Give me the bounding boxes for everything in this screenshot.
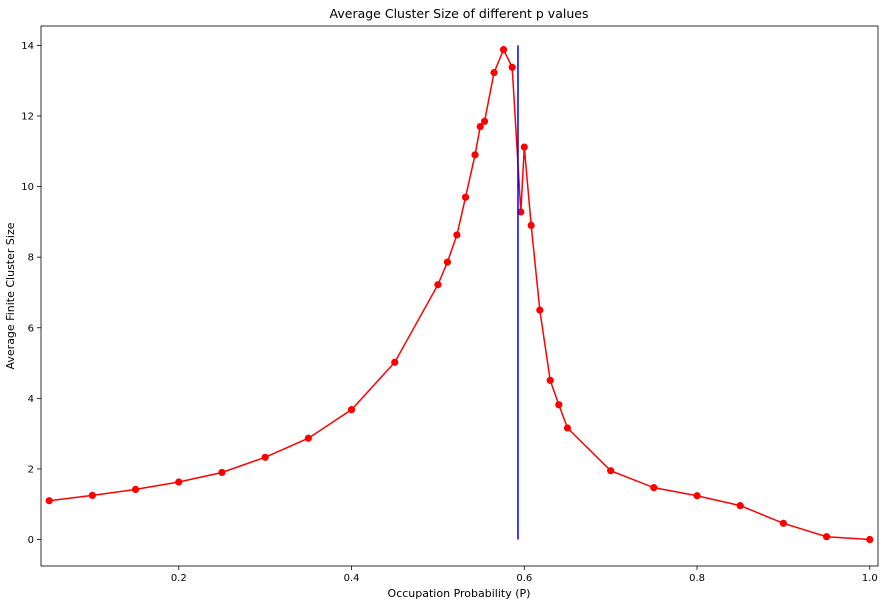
data-point: [508, 63, 516, 71]
x-tick-label: 0.8: [689, 573, 705, 584]
y-axis-label: Average Finite Cluster Size: [4, 222, 17, 369]
data-point: [261, 453, 269, 461]
plot-frame: [40, 25, 879, 567]
data-point: [443, 258, 452, 266]
x-tick-label: 0.6: [516, 573, 532, 584]
y-tick-label: 12: [21, 112, 34, 123]
data-point: [453, 231, 461, 239]
y-tick-label: 14: [21, 41, 34, 52]
data-point: [347, 406, 356, 414]
x-tick-label: 1.0: [862, 573, 878, 584]
data-point: [520, 143, 528, 151]
x-tick-label: 0.4: [344, 573, 360, 584]
y-tick-label: 2: [28, 464, 34, 475]
series-layer: [45, 45, 874, 544]
data-point: [823, 533, 831, 541]
data-point: [480, 117, 489, 125]
data-point: [517, 208, 525, 216]
x-axis-label: Occupation Probability (P): [388, 587, 531, 600]
data-point: [693, 492, 701, 500]
y-tick-label: 6: [28, 323, 34, 334]
data-point: [131, 485, 140, 494]
y-tick-label: 10: [21, 182, 34, 193]
data-point: [304, 434, 312, 442]
data-point: [88, 491, 96, 500]
y-tick-label: 0: [28, 535, 34, 546]
chart-title: Average Cluster Size of different p valu…: [330, 6, 589, 21]
data-point: [607, 467, 615, 475]
series-line: [49, 47, 870, 541]
data-point: [527, 221, 535, 230]
x-tick-label: 0.2: [171, 573, 187, 584]
data-point: [499, 46, 508, 54]
data-point: [546, 376, 554, 384]
data-point: [471, 151, 479, 159]
data-point: [45, 497, 53, 505]
data-point: [563, 424, 572, 432]
data-point: [391, 358, 399, 366]
data-point: [650, 484, 658, 492]
y-axis-ticks: 0 2 4 6 8 10 12 14: [21, 41, 41, 546]
data-point: [536, 306, 544, 314]
data-point: [434, 281, 442, 289]
data-point: [175, 478, 183, 486]
data-point: [218, 468, 226, 477]
x-axis-ticks: 0.2 0.4 0.6 0.8 1.0: [171, 566, 878, 584]
y-tick-label: 8: [28, 253, 34, 264]
data-point: [779, 519, 788, 527]
data-point: [555, 401, 563, 409]
plot-area: [40, 25, 879, 567]
data-point: [461, 193, 470, 201]
data-point: [736, 502, 744, 510]
data-point: [490, 68, 498, 77]
y-tick-label: 4: [28, 394, 34, 405]
data-point: [866, 535, 874, 544]
data-point: [476, 122, 484, 131]
